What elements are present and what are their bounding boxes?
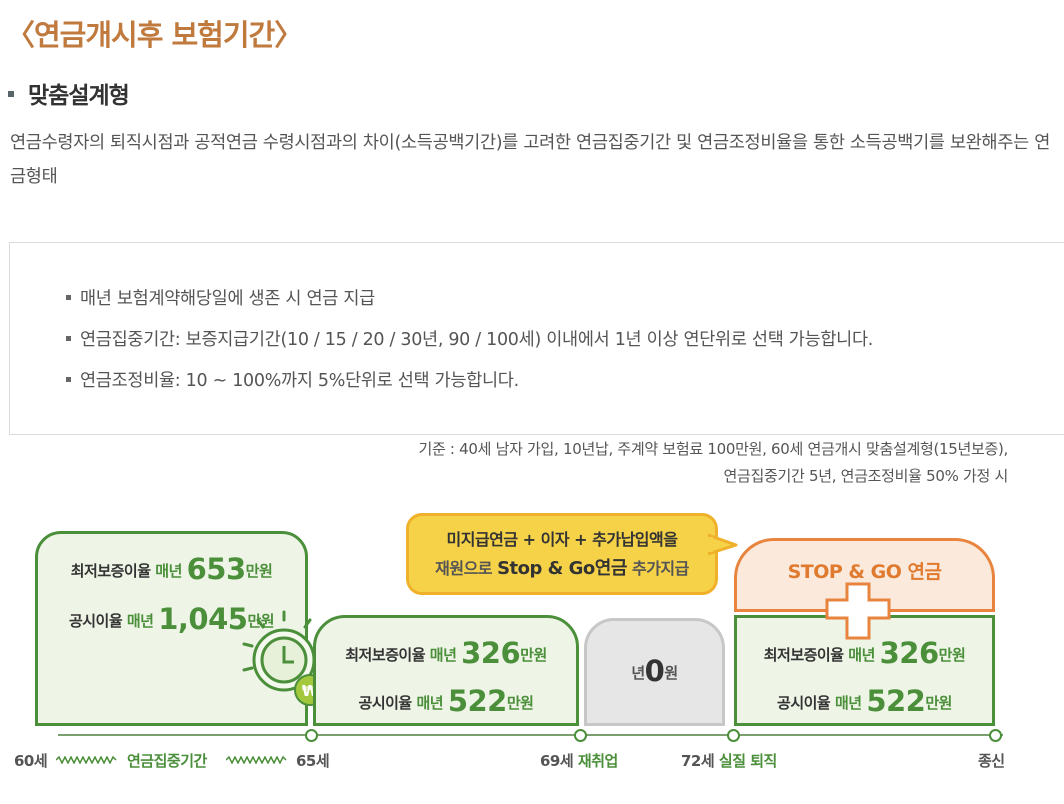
- description-text: 연금수령자의 퇴직시점과 공적연금 수령시점과의 차이(소득공백기간)를 고려한…: [10, 133, 1051, 187]
- value-min-rate: 326: [461, 636, 521, 670]
- clock-icon: ₩: [242, 610, 326, 706]
- stopgo-title: STOP & GO 연금: [787, 561, 942, 583]
- age-69: 69세: [540, 752, 574, 770]
- label-min-rate: 최저보증이율: [345, 646, 426, 664]
- label-yearly: 매년: [848, 646, 875, 664]
- subsection-heading-text: 맞춤설계형: [28, 83, 130, 109]
- panel-60-65: [35, 531, 308, 726]
- value-public-rate: 522: [447, 684, 508, 718]
- label-min-rate: 최저보증이율: [70, 562, 151, 580]
- label-public-rate: 공시이율: [68, 612, 123, 630]
- zigzag-right: [226, 756, 287, 764]
- panel-65-69: [313, 615, 579, 726]
- basis-line-2: 연금집중기간 5년, 연금조정비율 50% 가정 시: [723, 467, 1009, 485]
- unit-label: 만원: [245, 562, 273, 580]
- panel4-row1: 최저보증이율 매년 326만원: [734, 636, 995, 670]
- unit-label: 만원: [925, 694, 952, 712]
- list-item-text: 연금조정비율: 10 ~ 100%까지 5%단위로 선택 가능합니다.: [80, 371, 519, 391]
- panel-69-72: [584, 618, 725, 726]
- age-72: 72세: [681, 752, 715, 770]
- timeline-tick-end: [989, 729, 1002, 742]
- value-public-rate: 522: [866, 684, 926, 718]
- list-item: 매년 보험계약해당일에 생존 시 연금 지급: [66, 279, 873, 320]
- basis-line-1: 기준 : 40세 남자 가입, 10년납, 주계약 보험료 100만원, 60세…: [418, 440, 1008, 458]
- section-title: 〈연금개시후 보험기간〉: [6, 18, 303, 52]
- unit-label: 만원: [506, 694, 534, 712]
- panel2-row2: 공시이율 매년 522만원: [313, 684, 579, 718]
- value-zero: 0: [644, 654, 665, 688]
- timeline-label-60: 60세: [14, 752, 48, 770]
- callout-bubble: 미지급연금 + 이자 + 추가납입액을 재원으로 Stop & Go연금 추가지…: [406, 513, 718, 595]
- timeline-tick-72: [727, 729, 740, 742]
- value-min-rate: 326: [879, 636, 940, 670]
- feature-list: 매년 보험계약해당일에 생존 시 연금 지급 연금집중기간: 보증지급기간(10…: [66, 279, 873, 402]
- label-yearly: 매년: [155, 562, 182, 580]
- panel3-value: 년0원: [584, 654, 725, 688]
- callout-text-b: Stop & Go연금: [497, 558, 627, 579]
- value-min-rate: 653: [186, 552, 247, 586]
- label-public-rate: 공시이율: [777, 694, 831, 712]
- list-item: 연금집중기간: 보증지급기간(10 / 15 / 20 / 30년, 90 / …: [66, 320, 873, 361]
- retirement-label: 실질 퇴직: [718, 752, 777, 770]
- callout-text-a: 재원으로: [435, 559, 493, 578]
- callout-line-2: 재원으로 Stop & Go연금 추가지급: [409, 554, 715, 580]
- callout-tail: [708, 533, 738, 556]
- timeline-label-end: 종신: [978, 752, 1005, 770]
- callout-text-c: 추가지급: [631, 559, 689, 578]
- timeline-axis: [58, 734, 1003, 736]
- label-min-rate: 최저보증이율: [763, 646, 844, 664]
- reemployment-label: 재취업: [577, 752, 618, 770]
- label-yearly: 매년: [834, 694, 862, 712]
- panel4-row2: 공시이율 매년 522만원: [734, 684, 995, 718]
- panel1-row1: 최저보증이율 매년 653만원: [35, 552, 308, 586]
- subsection-heading: 맞춤설계형: [8, 76, 130, 110]
- timeline-label-69: 69세 재취업: [540, 750, 618, 771]
- panel1-row2: 공시이율 매년 1,045만원: [35, 602, 308, 636]
- label-yearly: 매년: [416, 694, 444, 712]
- timeline-label-65: 65세: [296, 752, 330, 770]
- list-item: 연금조정비율: 10 ~ 100%까지 5%단위로 선택 가능합니다.: [66, 361, 873, 402]
- label-public-rate: 공시이율: [358, 694, 413, 712]
- bullet-icon: [66, 335, 71, 341]
- unit-label: 만원: [938, 646, 966, 664]
- label-year: 년: [631, 664, 645, 682]
- unit-label: 원: [664, 664, 678, 682]
- bullet-square-icon: [8, 90, 14, 97]
- plus-icon: [825, 582, 891, 640]
- callout-line-1: 미지급연금 + 이자 + 추가납입액을: [446, 530, 678, 549]
- label-yearly: 매년: [126, 612, 154, 630]
- concentration-period-label: 연금집중기간: [127, 752, 207, 770]
- list-item-text: 매년 보험계약해당일에 생존 시 연금 지급: [80, 289, 375, 309]
- unit-label: 만원: [520, 646, 547, 664]
- unit-label: 만원: [247, 612, 275, 630]
- panel2-row1: 최저보증이율 매년 326만원: [313, 636, 579, 670]
- zigzag-left: [56, 756, 117, 764]
- label-yearly: 매년: [429, 646, 457, 664]
- timeline-label-72: 72세 실질 퇴직: [681, 750, 777, 771]
- timeline-tick-69: [574, 729, 587, 742]
- timeline-tick-65: [305, 729, 318, 742]
- bullet-icon: [66, 376, 71, 382]
- timeline-label-concentration: 연금집중기간: [127, 750, 207, 771]
- basis-note: 기준 : 40세 남자 가입, 10년납, 주계약 보험료 100만원, 60세…: [418, 436, 1008, 490]
- bullet-icon: [66, 294, 71, 300]
- list-item-text: 연금집중기간: 보증지급기간(10 / 15 / 20 / 30년, 90 / …: [80, 330, 874, 350]
- value-public-rate: 1,045: [158, 602, 248, 636]
- feature-box: 매년 보험계약해당일에 생존 시 연금 지급 연금집중기간: 보증지급기간(10…: [9, 242, 1064, 435]
